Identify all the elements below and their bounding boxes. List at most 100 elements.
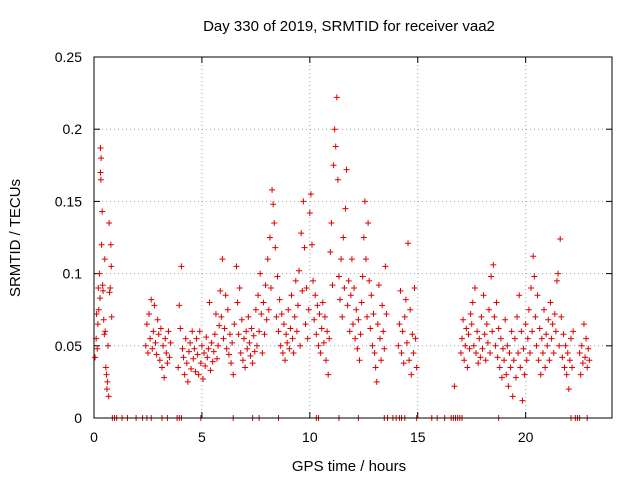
- data-point: [364, 313, 371, 320]
- data-point: [100, 316, 107, 323]
- data-point: [370, 311, 377, 318]
- data-point: [300, 198, 307, 205]
- data-point: [260, 299, 267, 306]
- data-point: [514, 313, 521, 320]
- data-point: [477, 354, 484, 361]
- data-point: [212, 311, 219, 318]
- data-point: [163, 350, 170, 357]
- data-point: [467, 311, 474, 318]
- data-point: [98, 241, 105, 248]
- data-point: [191, 345, 198, 352]
- data-point: [183, 360, 190, 367]
- data-point: [409, 331, 416, 338]
- data-point: [94, 321, 101, 328]
- data-point: [337, 296, 344, 303]
- data-point: [341, 285, 348, 292]
- data-point: [198, 342, 205, 349]
- data-point: [231, 321, 238, 328]
- data-point: [351, 285, 358, 292]
- data-point: [332, 143, 339, 150]
- data-point: [199, 376, 206, 383]
- data-point: [495, 325, 502, 332]
- data-point: [538, 335, 545, 342]
- tick-labels: 0 0.05 0.1 0.15 0.2 0.25 0 5 10 15 20: [55, 49, 534, 445]
- data-point: [185, 348, 192, 355]
- data-point: [485, 306, 492, 313]
- data-point: [503, 371, 510, 378]
- data-point: [288, 292, 295, 299]
- chart-title: Day 330 of 2019, SRMTID for receiver vaa…: [203, 18, 495, 35]
- data-point: [162, 335, 169, 342]
- data-point: [553, 277, 560, 284]
- data-point: [312, 292, 319, 299]
- data-point: [576, 350, 583, 357]
- data-point: [102, 328, 109, 335]
- data-point: [201, 350, 208, 357]
- data-point: [534, 292, 541, 299]
- data-point: [565, 386, 572, 393]
- data-point: [248, 325, 255, 332]
- data-point: [273, 313, 280, 320]
- data-point: [402, 296, 409, 303]
- data-point: [301, 244, 308, 251]
- data-point: [326, 335, 333, 342]
- data-point: [530, 253, 537, 260]
- data-point: [108, 263, 115, 270]
- data-point: [380, 328, 387, 335]
- data-point: [584, 364, 591, 371]
- data-point: [491, 313, 498, 320]
- data-point: [207, 367, 214, 374]
- data-point: [509, 393, 516, 400]
- data-point: [190, 355, 197, 362]
- data-point: [492, 342, 499, 349]
- data-point: [305, 306, 312, 313]
- data-point: [152, 339, 159, 346]
- data-point: [206, 299, 213, 306]
- data-point: [245, 313, 252, 320]
- data-point: [308, 241, 315, 248]
- data-point: [306, 209, 313, 216]
- data-point: [95, 306, 102, 313]
- data-point: [338, 256, 345, 263]
- data-point: [196, 328, 203, 335]
- grid: [94, 57, 612, 418]
- data-point: [223, 345, 230, 352]
- data-point: [99, 208, 106, 215]
- data-point: [562, 342, 569, 349]
- data-point: [563, 371, 570, 378]
- data-point: [548, 335, 555, 342]
- data-point: [529, 328, 536, 335]
- data-point: [280, 321, 287, 328]
- data-point: [552, 328, 559, 335]
- data-point: [541, 306, 548, 313]
- data-point: [357, 331, 364, 338]
- data-point: [265, 306, 272, 313]
- data-point: [550, 350, 557, 357]
- data-point: [225, 351, 232, 358]
- data-point: [164, 360, 171, 367]
- x-axis-title: GPS time / hours: [292, 458, 406, 475]
- data-point: [331, 126, 338, 133]
- data-point: [366, 277, 373, 284]
- data-point: [317, 350, 324, 357]
- data-point: [549, 321, 556, 328]
- data-point: [460, 316, 467, 323]
- data-point: [559, 354, 566, 361]
- data-point: [210, 348, 217, 355]
- data-point: [276, 296, 283, 303]
- data-point: [564, 350, 571, 357]
- data-point: [355, 316, 362, 323]
- data-point: [229, 339, 236, 346]
- data-point: [195, 371, 202, 378]
- data-point: [521, 371, 528, 378]
- data-point: [537, 371, 544, 378]
- data-point: [158, 364, 165, 371]
- data-point: [257, 270, 264, 277]
- data-point: [247, 352, 254, 359]
- data-point: [277, 342, 284, 349]
- data-point: [302, 321, 309, 328]
- data-point: [546, 357, 553, 364]
- data-point: [237, 350, 244, 357]
- data-point: [398, 350, 405, 357]
- data-point: [586, 357, 593, 364]
